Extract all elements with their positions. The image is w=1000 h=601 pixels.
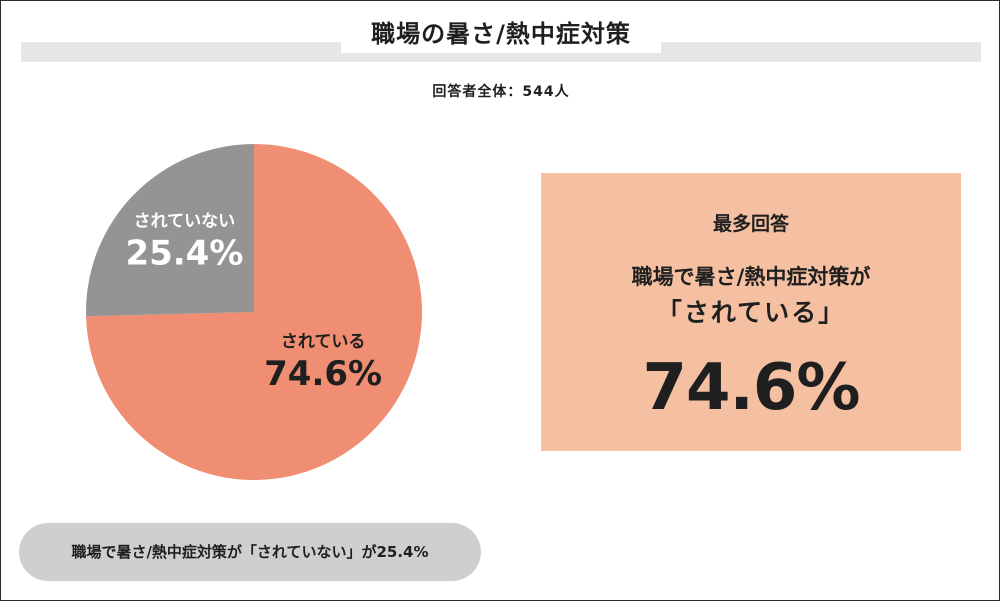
pie-slice-no — [86, 144, 254, 317]
top-answer-box: 最多回答 職場で暑さ/熱中症対策が 「されている」 74.6% — [541, 173, 961, 451]
top-answer-value: 74.6% — [642, 351, 860, 425]
pie-slice-yes — [86, 144, 423, 480]
chart-title: 職場の暑さ/熱中症対策 — [341, 15, 661, 53]
respondent-count: 回答者全体：544人 — [432, 84, 570, 100]
footnote-pill: 職場で暑さ/熱中症対策が「されていない」が25.4% — [19, 523, 481, 581]
pie-label-no: されていない — [134, 211, 236, 231]
pie-value-no: 25.4% — [125, 233, 243, 273]
pie-label-yes: されている — [281, 332, 366, 352]
top-answer-label: 「されている」 — [656, 298, 846, 327]
top-answer-heading: 最多回答 — [712, 213, 789, 235]
top-answer-question: 職場で暑さ/熱中症対策が — [631, 265, 871, 289]
pie-value-yes: 74.6% — [264, 354, 382, 394]
